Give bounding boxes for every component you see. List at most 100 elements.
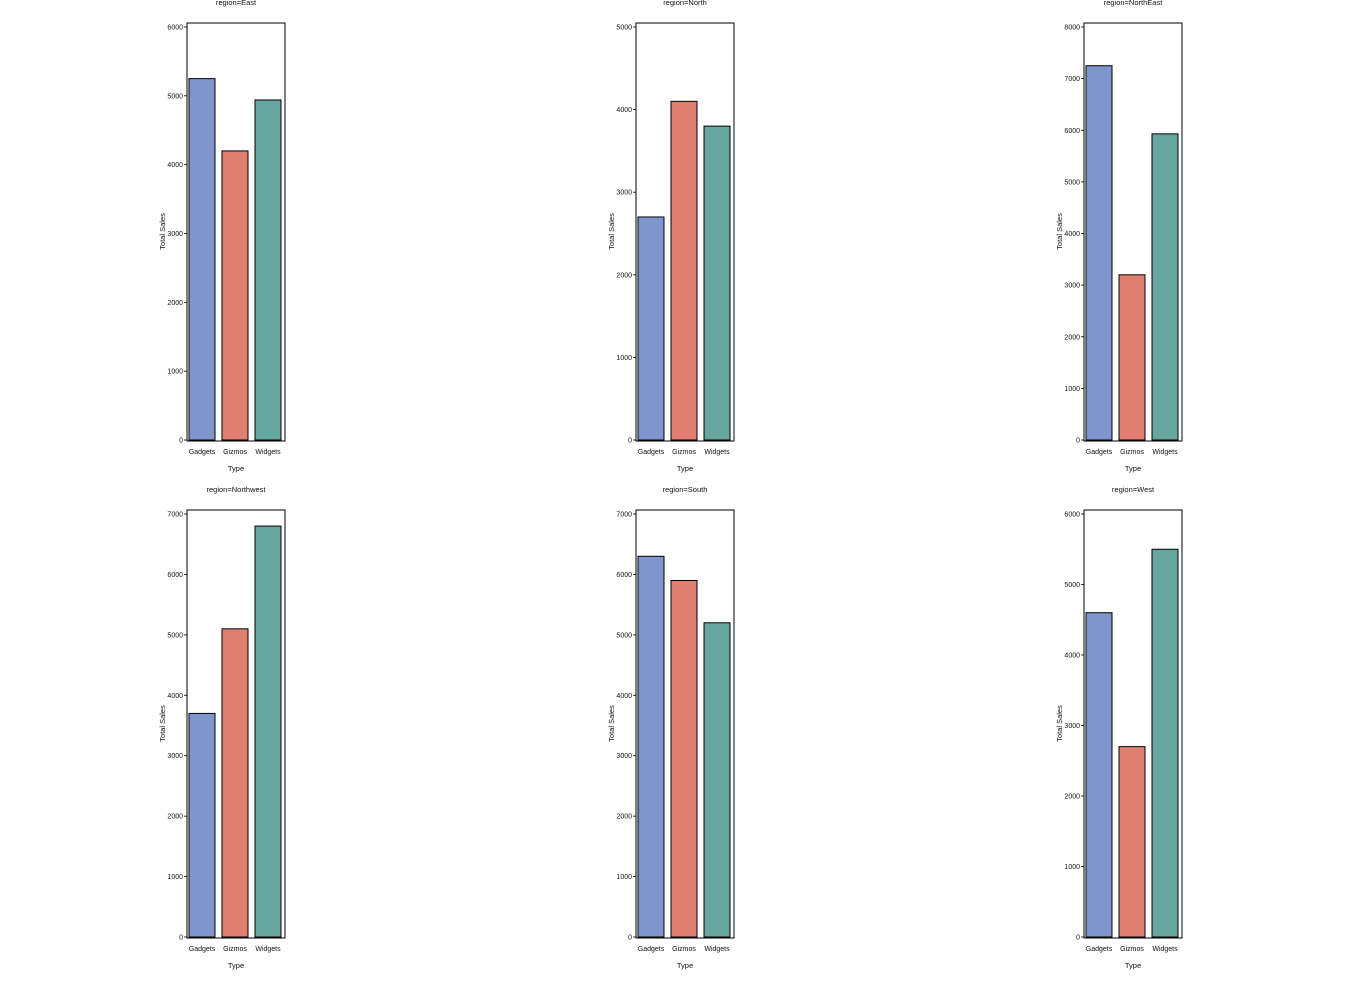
y-tick-label: 1000 (167, 874, 183, 881)
y-tick-label: 3000 (167, 753, 183, 760)
bar-gizmos (670, 579, 698, 938)
x-tick-label: Gadgets (1086, 449, 1113, 456)
plot-frame (1083, 509, 1183, 939)
y-tick-label: 2000 (616, 814, 632, 821)
y-tick-label: 5000 (616, 632, 632, 639)
y-tick-label: 0 (179, 438, 183, 445)
x-axis-label: Type (228, 961, 244, 970)
plot-frame (635, 22, 735, 442)
y-tick-label: 4000 (616, 693, 632, 700)
facet-title: region=West (1112, 485, 1155, 494)
x-tick-label: Widgets (255, 946, 281, 953)
x-tick-label: Gizmos (672, 946, 696, 953)
y-tick-label: 3000 (1064, 283, 1080, 290)
y-axis-label: Total Sales (158, 705, 167, 742)
y-tick-label: 8000 (1064, 25, 1080, 32)
y-tick-label: 7000 (1064, 76, 1080, 83)
y-tick-label: 3000 (616, 190, 632, 197)
y-tick-label: 6000 (167, 25, 183, 32)
y-tick-label: 4000 (167, 693, 183, 700)
bar-gadgets (1085, 612, 1113, 938)
x-tick-label: Gadgets (189, 946, 216, 953)
x-tick-label: Gizmos (1120, 946, 1144, 953)
y-tick-label: 0 (628, 935, 632, 942)
y-tick-label: 5000 (616, 25, 632, 32)
y-tick-label: 1000 (1064, 864, 1080, 871)
plot-frame (186, 509, 286, 939)
y-tick-label: 7000 (616, 512, 632, 519)
x-tick-label: Gadgets (189, 449, 216, 456)
x-tick-label: Gizmos (223, 946, 247, 953)
bar-gizmos (1118, 746, 1146, 938)
x-tick-label: Gizmos (672, 449, 696, 456)
x-tick-label: Widgets (1152, 946, 1178, 953)
facet-title: region=NorthEast (1104, 0, 1163, 7)
y-tick-label: 4000 (1064, 653, 1080, 660)
y-tick-label: 5000 (1064, 582, 1080, 589)
x-tick-label: Gadgets (638, 946, 665, 953)
bar-gadgets (1085, 65, 1113, 441)
y-tick-label: 5000 (167, 632, 183, 639)
y-axis-label: Total Sales (1055, 705, 1064, 742)
bar-gadgets (637, 555, 665, 938)
facet-panel: region=NorthEast Gadgets Gizmos Widgets 0 100… (1055, 0, 1183, 473)
x-tick-label: Widgets (704, 449, 730, 456)
x-axis-label: Type (677, 961, 693, 970)
y-tick-label: 2000 (1064, 334, 1080, 341)
y-axis-label: Total Sales (158, 213, 167, 250)
y-axis-label: Total Sales (1055, 213, 1064, 250)
facet-title: region=East (216, 0, 257, 7)
facet-title: region=South (663, 485, 708, 494)
facet-panel: region=East Gadgets Gizmos Widgets 0 1000 2000… (158, 0, 286, 473)
y-tick-label: 1000 (616, 874, 632, 881)
y-tick-label: 3000 (616, 753, 632, 760)
y-tick-label: 3000 (167, 231, 183, 238)
x-tick-label: Gizmos (1120, 449, 1144, 456)
facet-panel: region=Northwest Gadgets Gizmos Widgets 0 100… (158, 485, 286, 970)
y-tick-label: 0 (628, 438, 632, 445)
x-axis-label: Type (228, 464, 244, 473)
y-tick-label: 0 (1076, 935, 1080, 942)
plot-frame (635, 509, 735, 939)
facet-panel: region=South Gadgets Gizmos Widgets 0 1000 200… (607, 485, 735, 970)
y-axis-label: Total Sales (607, 705, 616, 742)
y-tick-label: 0 (1076, 438, 1080, 445)
x-tick-label: Widgets (255, 449, 281, 456)
y-tick-label: 7000 (167, 512, 183, 519)
plot-frame (1083, 22, 1183, 442)
x-axis-label: Type (1125, 464, 1141, 473)
y-tick-label: 4000 (1064, 231, 1080, 238)
y-tick-label: 5000 (1064, 179, 1080, 186)
bar-widgets (703, 125, 731, 441)
bar-widgets (1151, 133, 1179, 441)
y-tick-label: 2000 (1064, 794, 1080, 801)
x-tick-label: Gadgets (1086, 946, 1113, 953)
y-tick-label: 6000 (1064, 128, 1080, 135)
y-tick-label: 1000 (167, 369, 183, 376)
y-tick-label: 6000 (1064, 512, 1080, 519)
y-tick-label: 3000 (1064, 723, 1080, 730)
facet-title: region=North (663, 0, 707, 7)
facet-panel: region=West Gadgets Gizmos Widgets 0 1000 2000… (1055, 485, 1183, 970)
facet-panel: region=North Gadgets Gizmos Widgets 0 1000 200… (607, 0, 735, 473)
bar-gizmos (221, 150, 249, 441)
x-axis-label: Type (1125, 961, 1141, 970)
bar-gadgets (188, 712, 216, 938)
y-tick-label: 0 (179, 935, 183, 942)
x-tick-label: Gizmos (223, 449, 247, 456)
plot-frame (186, 22, 286, 442)
bar-widgets (1151, 548, 1179, 938)
bar-widgets (703, 622, 731, 938)
y-tick-label: 1000 (1064, 386, 1080, 393)
bar-widgets (254, 525, 282, 938)
y-tick-label: 2000 (167, 814, 183, 821)
bar-gizmos (670, 100, 698, 441)
y-tick-label: 6000 (167, 572, 183, 579)
y-tick-label: 4000 (616, 107, 632, 114)
y-tick-label: 5000 (167, 93, 183, 100)
x-tick-label: Gadgets (638, 449, 665, 456)
facet-title: region=Northwest (207, 485, 267, 494)
y-tick-label: 2000 (167, 300, 183, 307)
bar-gadgets (188, 78, 216, 441)
x-tick-label: Widgets (704, 946, 730, 953)
